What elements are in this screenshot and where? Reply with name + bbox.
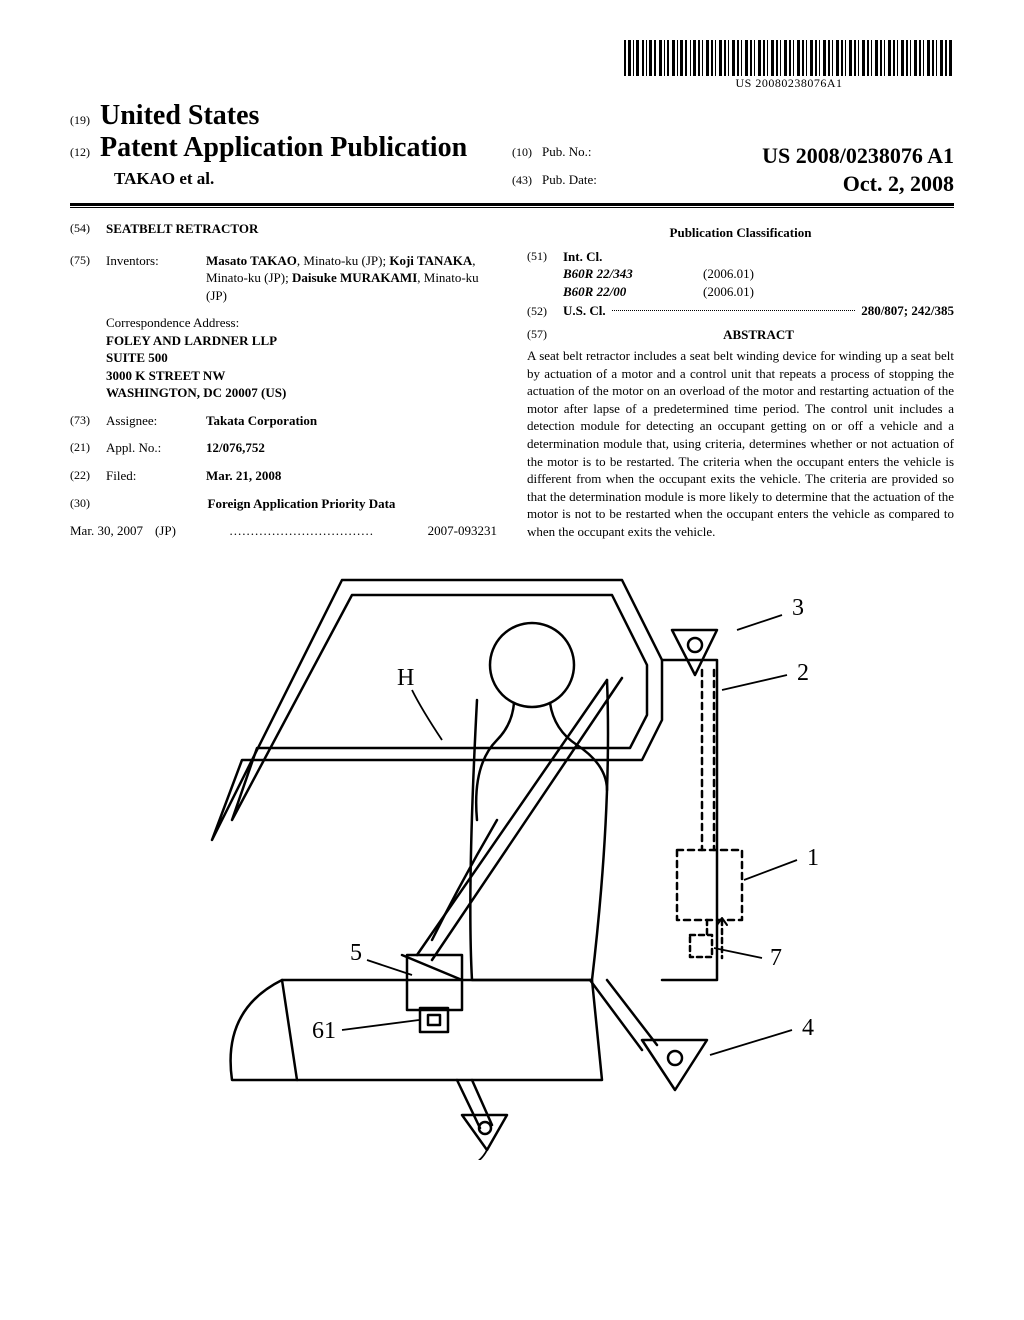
prefix-43: (43) (512, 173, 532, 187)
figure-label-1: 1 (807, 845, 819, 871)
field-52-num: (52) (527, 303, 563, 319)
abstract-title: ABSTRACT (563, 326, 954, 344)
us-cl-label: U.S. Cl. (563, 302, 606, 320)
divider-heavy (70, 203, 954, 206)
priority-country: (JP) (155, 522, 176, 540)
left-column: (54) SEATBELT RETRACTOR (75) Inventors: … (70, 220, 497, 540)
pub-date: Oct. 2, 2008 (843, 171, 954, 197)
prefix-12: (12) (70, 145, 90, 159)
int-cl-label: Int. Cl. (563, 248, 754, 266)
pub-no: US 2008/0238076 A1 (762, 143, 954, 169)
barcode-text: US 20080238076A1 (624, 76, 954, 91)
pub-date-label: Pub. Date: (542, 172, 597, 187)
field-75-label: Inventors: (106, 252, 206, 305)
field-21-label: Appl. No.: (106, 439, 206, 457)
figure-label-h: H (397, 665, 414, 691)
pub-class-title: Publication Classification (527, 224, 954, 242)
field-51-num: (51) (527, 248, 563, 301)
figure-label-61: 61 (312, 1018, 336, 1044)
priority-dots: .................................. (176, 522, 428, 540)
prefix-19: (19) (70, 113, 90, 127)
patent-figure: H 3 2 1 7 4 5 61 6 (70, 560, 954, 1165)
priority-row: Mar. 30, 2007 (JP) .....................… (70, 522, 497, 540)
country: United States (100, 100, 259, 131)
field-22-num: (22) (70, 467, 106, 485)
correspondence-address: Correspondence Address: FOLEY AND LARDNE… (106, 314, 497, 402)
invention-title: SEATBELT RETRACTOR (106, 220, 258, 238)
barcode-region: US 20080238076A1 (70, 40, 954, 92)
field-73-num: (73) (70, 412, 106, 430)
intcl-code-1: B60R 22/00 (563, 283, 703, 301)
correspondence-line3: 3000 K STREET NW (106, 367, 497, 385)
prefix-10: (10) (512, 145, 532, 159)
figure-label-5: 5 (350, 940, 362, 966)
field-30-num: (30) (70, 495, 106, 513)
abstract-text: A seat belt retractor includes a seat be… (527, 347, 954, 540)
correspondence-line4: WASHINGTON, DC 20007 (US) (106, 384, 497, 402)
filed-date: Mar. 21, 2008 (206, 467, 497, 485)
figure-label-4: 4 (802, 1015, 814, 1041)
publication-type: Patent Application Publication (100, 132, 467, 163)
correspondence-line2: SUITE 500 (106, 349, 497, 367)
field-21-num: (21) (70, 439, 106, 457)
figure-label-7: 7 (770, 945, 782, 971)
priority-number: 2007-093231 (428, 522, 497, 540)
figure-label-3: 3 (792, 595, 804, 621)
priority-date: Mar. 30, 2007 (70, 522, 143, 540)
pub-no-label: Pub. No.: (542, 144, 591, 159)
correspondence-label: Correspondence Address: (106, 314, 497, 332)
barcode-graphic (624, 40, 954, 76)
intcl-code-0: B60R 22/343 (563, 265, 703, 283)
figure-label-2: 2 (797, 660, 809, 686)
divider-light (70, 207, 954, 208)
correspondence-line1: FOLEY AND LARDNER LLP (106, 332, 497, 350)
field-22-label: Filed: (106, 467, 206, 485)
intcl-year-0: (2006.01) (703, 265, 754, 283)
us-cl-value: 280/807; 242/385 (861, 302, 954, 320)
document-header: (19) United States (12) Patent Applicati… (70, 100, 954, 197)
us-cl-dots (612, 310, 856, 311)
right-column: Publication Classification (51) Int. Cl.… (527, 220, 954, 540)
field-75-num: (75) (70, 252, 106, 305)
inventors: Masato TAKAO, Minato-ku (JP); Koji TANAK… (206, 252, 497, 305)
foreign-priority-title: Foreign Application Priority Data (106, 495, 497, 513)
field-73-label: Assignee: (106, 412, 206, 430)
intcl-year-1: (2006.01) (703, 283, 754, 301)
field-57-num: (57) (527, 326, 563, 344)
assignee: Takata Corporation (206, 412, 497, 430)
header-authors: TAKAO et al. (114, 169, 214, 188)
field-54-num: (54) (70, 220, 106, 238)
appl-no: 12/076,752 (206, 439, 497, 457)
